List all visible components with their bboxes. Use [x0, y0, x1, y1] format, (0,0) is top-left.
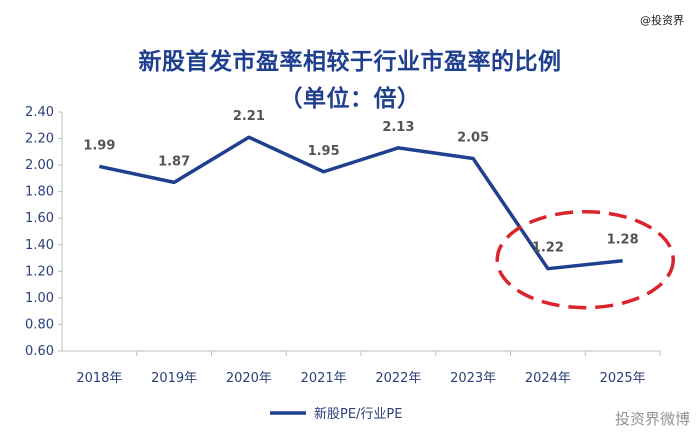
y-tick-label: 1.60 [25, 211, 54, 226]
watermark-bottom: 投资界微博 [614, 410, 690, 428]
data-label: 2.21 [233, 109, 265, 124]
watermark-top: @投资界 [640, 14, 684, 27]
y-tick-label: 1.80 [25, 185, 54, 200]
chart-subtitle: （单位：倍） [279, 86, 421, 112]
x-tick-label: 2021年 [301, 371, 347, 386]
data-label: 2.13 [382, 120, 414, 135]
chart-title: 新股首发市盈率相较于行业市盈率的比例 [138, 49, 562, 75]
series-line [99, 135, 623, 271]
data-label: 1.99 [83, 138, 115, 153]
data-label: 1.22 [532, 241, 564, 256]
y-tick-label: 1.40 [25, 238, 54, 253]
x-tick-label: 2018年 [76, 371, 122, 386]
x-tick-label: 2022年 [375, 371, 421, 386]
data-label: 2.05 [457, 130, 489, 145]
y-tick-label: 2.20 [25, 132, 54, 147]
y-tick-label: 2.00 [25, 158, 54, 173]
highlight-ellipse [495, 209, 675, 310]
y-tick-label: 2.40 [25, 105, 54, 120]
data-label: 1.28 [607, 233, 639, 248]
x-tick-label: 2020年 [226, 371, 272, 386]
x-tick-label: 2024年 [525, 371, 571, 386]
y-tick-label: 1.00 [25, 291, 54, 306]
y-tick-label: 0.60 [25, 344, 54, 359]
legend-label: 新股PE/行业PE [314, 406, 403, 422]
x-tick-label: 2023年 [450, 371, 496, 386]
data-label: 1.95 [308, 144, 340, 159]
x-tick-label: 2025年 [600, 371, 646, 386]
data-label: 1.87 [158, 154, 190, 169]
x-tick-label: 2019年 [151, 371, 197, 386]
y-tick-label: 1.20 [25, 264, 54, 279]
y-tick-label: 0.80 [25, 317, 54, 332]
